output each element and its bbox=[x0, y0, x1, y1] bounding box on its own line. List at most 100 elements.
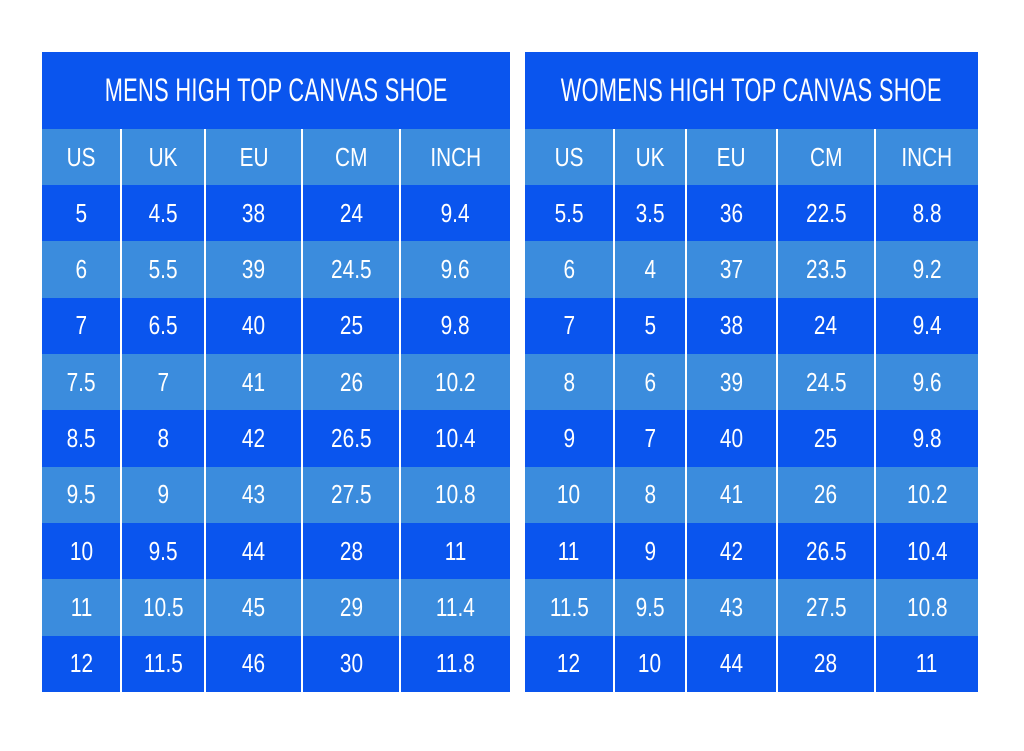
mens-cell-eu-row8-label: 45 bbox=[242, 591, 266, 622]
womens-cell-eu-row8: 43 bbox=[684, 579, 776, 636]
womens-cell-inch-row8: 10.8 bbox=[873, 579, 978, 636]
mens-table-body: US UK EU CM INCH 5 4.5 38 24 9.4 6 5.5 39 24.5 9.6 7 6.5… bbox=[42, 129, 510, 692]
womens-cell-uk-row1-label: 3.5 bbox=[635, 197, 665, 228]
womens-table-title-bar: WOMENS HIGH TOP CANVAS SHOE bbox=[525, 52, 978, 129]
mens-cell-uk-row5: 8 bbox=[120, 410, 204, 467]
womens-cell-eu-row9-label: 44 bbox=[719, 648, 743, 679]
womens-cell-eu-row8-label: 43 bbox=[719, 591, 743, 622]
mens-cell-eu-row7: 44 bbox=[204, 522, 301, 580]
womens-cell-eu-row1: 36 bbox=[684, 185, 776, 242]
mens-cell-cm-row5: 26.5 bbox=[301, 410, 399, 467]
mens-header-inch: INCH bbox=[399, 129, 510, 185]
mens-cell-uk-row2: 5.5 bbox=[120, 241, 204, 298]
womens-cell-uk-row9: 10 bbox=[612, 635, 685, 692]
womens-header-cm-label: CM bbox=[809, 141, 843, 172]
mens-cell-inch-row1: 9.4 bbox=[399, 185, 510, 242]
womens-cell-us-row5-label: 9 bbox=[563, 422, 575, 453]
womens-cell-uk-row5-label: 7 bbox=[644, 422, 656, 453]
mens-row-5: 8.5 8 42 26.5 10.4 bbox=[42, 410, 510, 467]
womens-row-9: 12 10 44 28 11 bbox=[525, 635, 978, 692]
womens-header-uk-label: UK bbox=[635, 141, 665, 172]
mens-row-2: 6 5.5 39 24.5 9.6 bbox=[42, 241, 510, 298]
womens-row-1: 5.5 3.5 36 22.5 8.8 bbox=[525, 185, 978, 242]
womens-cell-uk-row4-label: 6 bbox=[644, 366, 656, 397]
womens-cell-uk-row3-label: 5 bbox=[644, 310, 656, 341]
womens-cell-cm-row3: 24 bbox=[775, 297, 874, 354]
womens-cell-uk-row7: 9 bbox=[612, 522, 685, 580]
mens-cell-cm-row4: 26 bbox=[301, 353, 399, 411]
mens-size-table: MENS HIGH TOP CANVAS SHOE US UK EU CM INCH 5 4… bbox=[42, 52, 510, 692]
womens-cell-us-row8: 11.5 bbox=[525, 579, 613, 635]
mens-cell-cm-row1: 24 bbox=[301, 185, 399, 242]
womens-cell-uk-row2: 4 bbox=[612, 241, 685, 298]
womens-cell-eu-row2: 37 bbox=[684, 241, 776, 298]
mens-header-us: US bbox=[42, 129, 120, 185]
mens-cell-eu-row1-label: 38 bbox=[242, 197, 266, 228]
womens-cell-cm-row5-label: 25 bbox=[814, 422, 838, 453]
mens-cell-us-row1-label: 5 bbox=[75, 197, 87, 228]
mens-cell-eu-row3-label: 40 bbox=[242, 310, 266, 341]
mens-cell-cm-row2: 24.5 bbox=[301, 241, 399, 298]
mens-cell-eu-row5-label: 42 bbox=[242, 422, 266, 453]
womens-cell-eu-row5: 40 bbox=[684, 410, 776, 467]
womens-cell-cm-row7: 26.5 bbox=[775, 522, 874, 580]
womens-cell-inch-row5: 9.8 bbox=[873, 410, 978, 467]
mens-cell-us-row6-label: 9.5 bbox=[66, 479, 96, 510]
mens-cell-us-row7-label: 10 bbox=[69, 535, 93, 566]
mens-cell-us-row4: 7.5 bbox=[42, 354, 120, 410]
womens-row-4: 8 6 39 24.5 9.6 bbox=[525, 353, 978, 411]
womens-cell-eu-row7-label: 42 bbox=[719, 535, 743, 566]
womens-cell-uk-row3: 5 bbox=[612, 297, 685, 354]
mens-header-cm-label: CM bbox=[334, 141, 368, 172]
womens-cell-us-row6-label: 10 bbox=[557, 479, 581, 510]
womens-cell-us-row3: 7 bbox=[525, 298, 613, 354]
womens-cell-cm-row7-label: 26.5 bbox=[805, 535, 847, 566]
womens-cell-uk-row8: 9.5 bbox=[612, 579, 685, 636]
womens-cell-inch-row8-label: 10.8 bbox=[906, 591, 948, 622]
womens-cell-cm-row3-label: 24 bbox=[814, 310, 838, 341]
womens-cell-cm-row1: 22.5 bbox=[775, 185, 874, 242]
mens-cell-uk-row4: 7 bbox=[120, 353, 204, 411]
mens-header-inch-label: INCH bbox=[430, 141, 481, 172]
mens-cell-cm-row1-label: 24 bbox=[339, 197, 363, 228]
womens-cell-uk-row4: 6 bbox=[612, 353, 685, 411]
mens-cell-us-row1: 5 bbox=[42, 185, 120, 241]
womens-cell-inch-row6-label: 10.2 bbox=[906, 479, 948, 510]
mens-cell-us-row2-label: 6 bbox=[75, 253, 87, 284]
womens-cell-uk-row8-label: 9.5 bbox=[635, 591, 665, 622]
womens-cell-cm-row1-label: 22.5 bbox=[805, 197, 847, 228]
mens-header-cm: CM bbox=[301, 129, 399, 185]
womens-cell-cm-row8: 27.5 bbox=[775, 579, 874, 636]
womens-cell-eu-row4-label: 39 bbox=[719, 366, 743, 397]
mens-cell-uk-row1-label: 4.5 bbox=[148, 197, 178, 228]
mens-header-eu: EU bbox=[204, 129, 301, 185]
mens-cell-eu-row3: 40 bbox=[204, 297, 301, 354]
mens-cell-uk-row8: 10.5 bbox=[120, 579, 204, 636]
womens-cell-cm-row6-label: 26 bbox=[814, 479, 838, 510]
mens-cell-eu-row4-label: 41 bbox=[242, 366, 266, 397]
womens-cell-inch-row9: 11 bbox=[873, 635, 978, 692]
mens-cell-cm-row8-label: 29 bbox=[339, 591, 363, 622]
mens-row-9: 12 11.5 46 30 11.8 bbox=[42, 635, 510, 692]
mens-cell-uk-row8-label: 10.5 bbox=[143, 591, 184, 622]
mens-cell-inch-row5-label: 10.4 bbox=[435, 422, 476, 453]
mens-cell-uk-row9: 11.5 bbox=[120, 635, 204, 692]
womens-header-us-label: US bbox=[554, 141, 584, 172]
womens-cell-eu-row9: 44 bbox=[684, 635, 776, 692]
mens-cell-us-row8-label: 11 bbox=[70, 591, 92, 622]
womens-cell-us-row8-label: 11.5 bbox=[549, 591, 589, 622]
mens-cell-eu-row2-label: 39 bbox=[242, 253, 266, 284]
womens-cell-cm-row9-label: 28 bbox=[814, 648, 838, 679]
mens-header-eu-label: EU bbox=[239, 141, 269, 172]
mens-cell-inch-row8-label: 11.4 bbox=[436, 591, 475, 622]
mens-cell-us-row4-label: 7.5 bbox=[66, 366, 96, 397]
mens-cell-inch-row6: 10.8 bbox=[399, 466, 510, 523]
mens-cell-us-row7: 10 bbox=[42, 523, 120, 579]
mens-cell-inch-row2: 9.6 bbox=[399, 241, 510, 298]
womens-header-us: US bbox=[525, 129, 613, 185]
mens-cell-inch-row8: 11.4 bbox=[399, 579, 510, 636]
womens-cell-uk-row6: 8 bbox=[612, 466, 685, 523]
womens-cell-inch-row5-label: 9.8 bbox=[912, 422, 942, 453]
mens-cell-cm-row8: 29 bbox=[301, 579, 399, 636]
